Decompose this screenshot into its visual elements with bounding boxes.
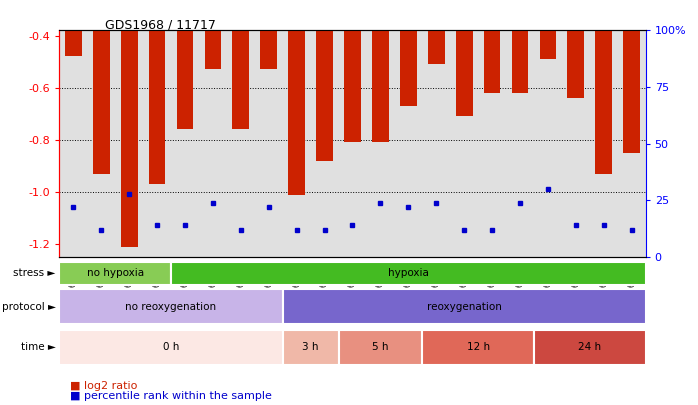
Text: 24 h: 24 h	[578, 342, 602, 352]
Bar	[59, 262, 171, 285]
Bar	[149, 30, 165, 184]
Bar	[205, 30, 221, 70]
Text: ■ percentile rank within the sample: ■ percentile rank within the sample	[70, 391, 272, 401]
Bar	[344, 30, 361, 143]
Text: GDS1968 / 11717: GDS1968 / 11717	[105, 18, 216, 31]
Bar	[59, 289, 283, 324]
Text: 12 h: 12 h	[466, 342, 490, 352]
Bar	[623, 30, 640, 153]
Text: 5 h: 5 h	[372, 342, 389, 352]
Bar	[372, 30, 389, 143]
Bar	[567, 30, 584, 98]
Bar	[422, 330, 534, 365]
Bar	[283, 330, 339, 365]
Bar	[260, 30, 277, 70]
Text: no hypoxia: no hypoxia	[87, 269, 144, 278]
Text: ■ log2 ratio: ■ log2 ratio	[70, 381, 138, 390]
Bar	[288, 30, 305, 195]
Text: stress ►: stress ►	[13, 269, 56, 278]
Bar	[534, 330, 646, 365]
Bar	[177, 30, 193, 130]
Bar	[400, 30, 417, 106]
Text: protocol ►: protocol ►	[2, 302, 56, 312]
Bar	[428, 30, 445, 64]
Bar	[316, 30, 333, 161]
Text: 0 h: 0 h	[163, 342, 179, 352]
Bar	[59, 330, 283, 365]
Bar	[339, 330, 422, 365]
Text: 3 h: 3 h	[302, 342, 319, 352]
Text: reoxygenation: reoxygenation	[426, 302, 502, 312]
Bar	[93, 30, 110, 174]
Bar	[283, 289, 646, 324]
Bar	[484, 30, 500, 93]
Bar	[171, 262, 646, 285]
Text: no reoxygenation: no reoxygenation	[126, 302, 216, 312]
Bar	[232, 30, 249, 130]
Bar	[456, 30, 473, 116]
Bar	[512, 30, 528, 93]
Bar	[540, 30, 556, 59]
Bar	[595, 30, 612, 174]
Text: hypoxia: hypoxia	[388, 269, 429, 278]
Bar	[121, 30, 138, 247]
Text: time ►: time ►	[21, 342, 56, 352]
Bar	[65, 30, 82, 56]
